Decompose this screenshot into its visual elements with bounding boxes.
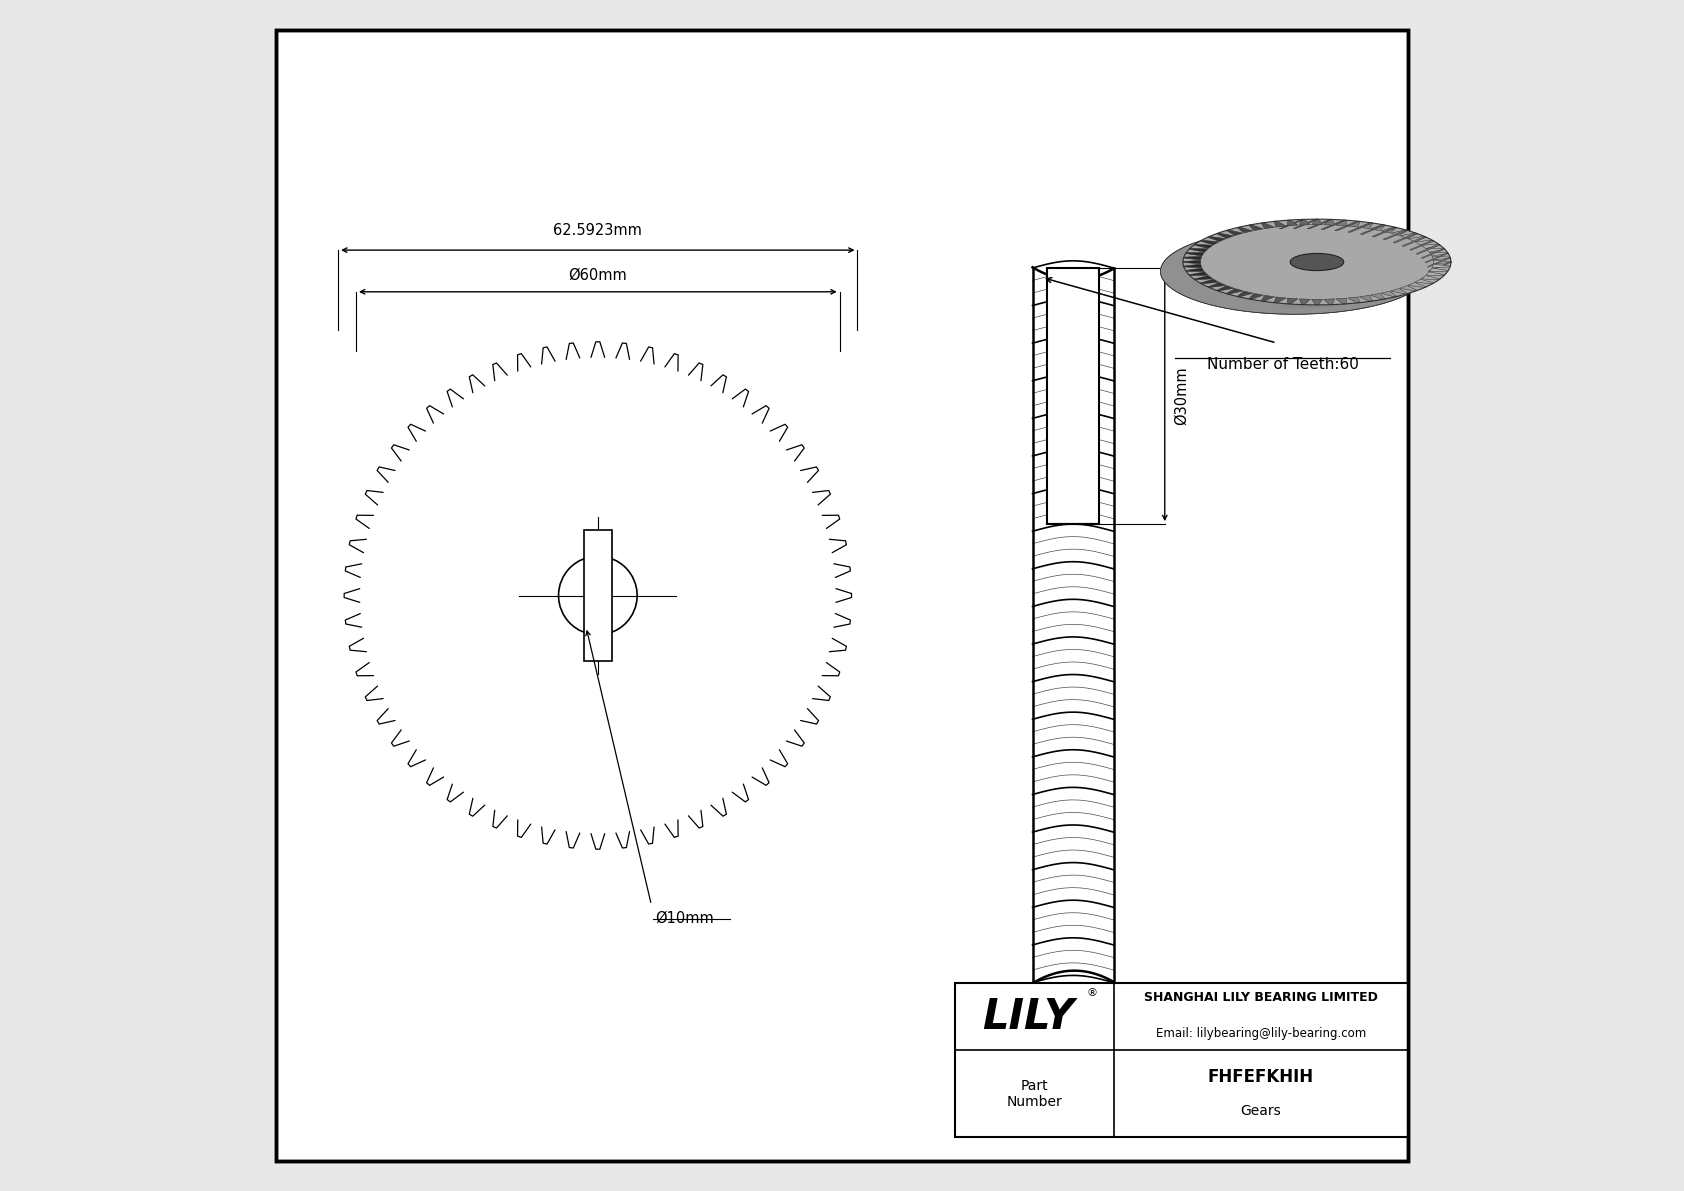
Polygon shape <box>1428 257 1450 267</box>
Polygon shape <box>1287 298 1298 304</box>
Polygon shape <box>1359 295 1372 301</box>
Polygon shape <box>1290 254 1344 270</box>
Polygon shape <box>1201 241 1219 245</box>
Polygon shape <box>1421 244 1440 249</box>
Text: Number of Teeth:60: Number of Teeth:60 <box>1207 357 1359 373</box>
Polygon shape <box>1194 244 1212 249</box>
Polygon shape <box>1324 219 1335 225</box>
Polygon shape <box>1287 220 1298 226</box>
Polygon shape <box>1293 219 1319 229</box>
Polygon shape <box>1347 297 1359 303</box>
Text: Ø10mm: Ø10mm <box>655 911 714 927</box>
Polygon shape <box>1320 220 1346 230</box>
Polygon shape <box>1160 229 1428 314</box>
Polygon shape <box>1430 252 1448 256</box>
Text: Part
Number: Part Number <box>1007 1079 1063 1109</box>
Polygon shape <box>1182 261 1201 263</box>
Polygon shape <box>1184 264 1202 268</box>
Polygon shape <box>1361 225 1386 235</box>
Polygon shape <box>1300 219 1310 225</box>
Bar <box>955 983 1408 1137</box>
Polygon shape <box>1421 249 1445 258</box>
Polygon shape <box>1410 241 1433 250</box>
Polygon shape <box>1334 222 1359 231</box>
Text: 20mm: 20mm <box>1051 1058 1098 1073</box>
Text: LILY: LILY <box>982 996 1074 1037</box>
Polygon shape <box>1184 256 1202 260</box>
Polygon shape <box>1312 219 1322 225</box>
Text: Email: lilybearing@lily-bearing.com: Email: lilybearing@lily-bearing.com <box>1155 1027 1366 1040</box>
Polygon shape <box>1391 288 1408 294</box>
Polygon shape <box>1426 249 1445 252</box>
Polygon shape <box>1216 233 1234 238</box>
Polygon shape <box>1399 286 1418 291</box>
Text: ®: ® <box>1086 987 1096 998</box>
Text: Gears: Gears <box>1239 1104 1282 1117</box>
Polygon shape <box>1335 220 1347 226</box>
Polygon shape <box>1238 227 1253 233</box>
Polygon shape <box>1261 223 1275 229</box>
Polygon shape <box>1381 227 1396 233</box>
Polygon shape <box>1383 230 1408 239</box>
Polygon shape <box>1416 244 1440 255</box>
Polygon shape <box>1312 299 1322 305</box>
Polygon shape <box>1280 219 1305 229</box>
Polygon shape <box>1415 241 1433 245</box>
Polygon shape <box>1300 299 1310 305</box>
Polygon shape <box>1207 237 1226 242</box>
Polygon shape <box>1275 297 1287 303</box>
Polygon shape <box>1428 262 1452 272</box>
Polygon shape <box>1186 268 1204 272</box>
Polygon shape <box>1186 252 1204 256</box>
Polygon shape <box>1347 222 1359 227</box>
Polygon shape <box>1194 275 1212 280</box>
Bar <box>584 530 611 661</box>
Polygon shape <box>1371 293 1386 299</box>
Polygon shape <box>1335 298 1347 304</box>
Polygon shape <box>1207 282 1226 287</box>
Polygon shape <box>1431 264 1450 268</box>
Polygon shape <box>1426 272 1445 275</box>
Polygon shape <box>1216 286 1234 291</box>
Polygon shape <box>1275 222 1287 227</box>
Polygon shape <box>1189 249 1207 252</box>
Polygon shape <box>1408 282 1426 287</box>
Polygon shape <box>1182 219 1452 305</box>
Polygon shape <box>1399 233 1418 238</box>
Polygon shape <box>1415 279 1433 283</box>
Polygon shape <box>1430 268 1448 272</box>
Polygon shape <box>1381 291 1396 297</box>
Polygon shape <box>1189 272 1207 275</box>
Text: SHANGHAI LILY BEARING LIMITED: SHANGHAI LILY BEARING LIMITED <box>1143 991 1378 1004</box>
Polygon shape <box>1238 291 1253 297</box>
Polygon shape <box>1421 275 1440 280</box>
Polygon shape <box>1425 252 1448 263</box>
Polygon shape <box>1324 299 1335 305</box>
Polygon shape <box>1201 279 1219 283</box>
Polygon shape <box>1276 225 1433 308</box>
Polygon shape <box>1372 227 1396 237</box>
Text: Ø60mm: Ø60mm <box>569 267 626 282</box>
Text: FHFEFKHIH: FHFEFKHIH <box>1207 1068 1314 1086</box>
Polygon shape <box>1371 225 1386 231</box>
Polygon shape <box>1226 288 1243 294</box>
Polygon shape <box>1408 237 1426 242</box>
Polygon shape <box>1433 261 1452 263</box>
Text: 62.5923mm: 62.5923mm <box>554 223 642 238</box>
Bar <box>1047 268 1100 524</box>
Polygon shape <box>1359 223 1372 229</box>
Polygon shape <box>1403 237 1426 247</box>
Polygon shape <box>1347 223 1372 232</box>
Polygon shape <box>1250 225 1263 231</box>
Polygon shape <box>1307 219 1332 229</box>
Polygon shape <box>1391 230 1408 236</box>
Text: Ø30mm: Ø30mm <box>1174 367 1189 425</box>
Polygon shape <box>1250 293 1263 299</box>
Polygon shape <box>1226 230 1243 236</box>
Polygon shape <box>1393 233 1418 243</box>
Polygon shape <box>1261 295 1275 301</box>
Text: 10mm: 10mm <box>980 1024 1027 1040</box>
Polygon shape <box>1431 256 1450 260</box>
